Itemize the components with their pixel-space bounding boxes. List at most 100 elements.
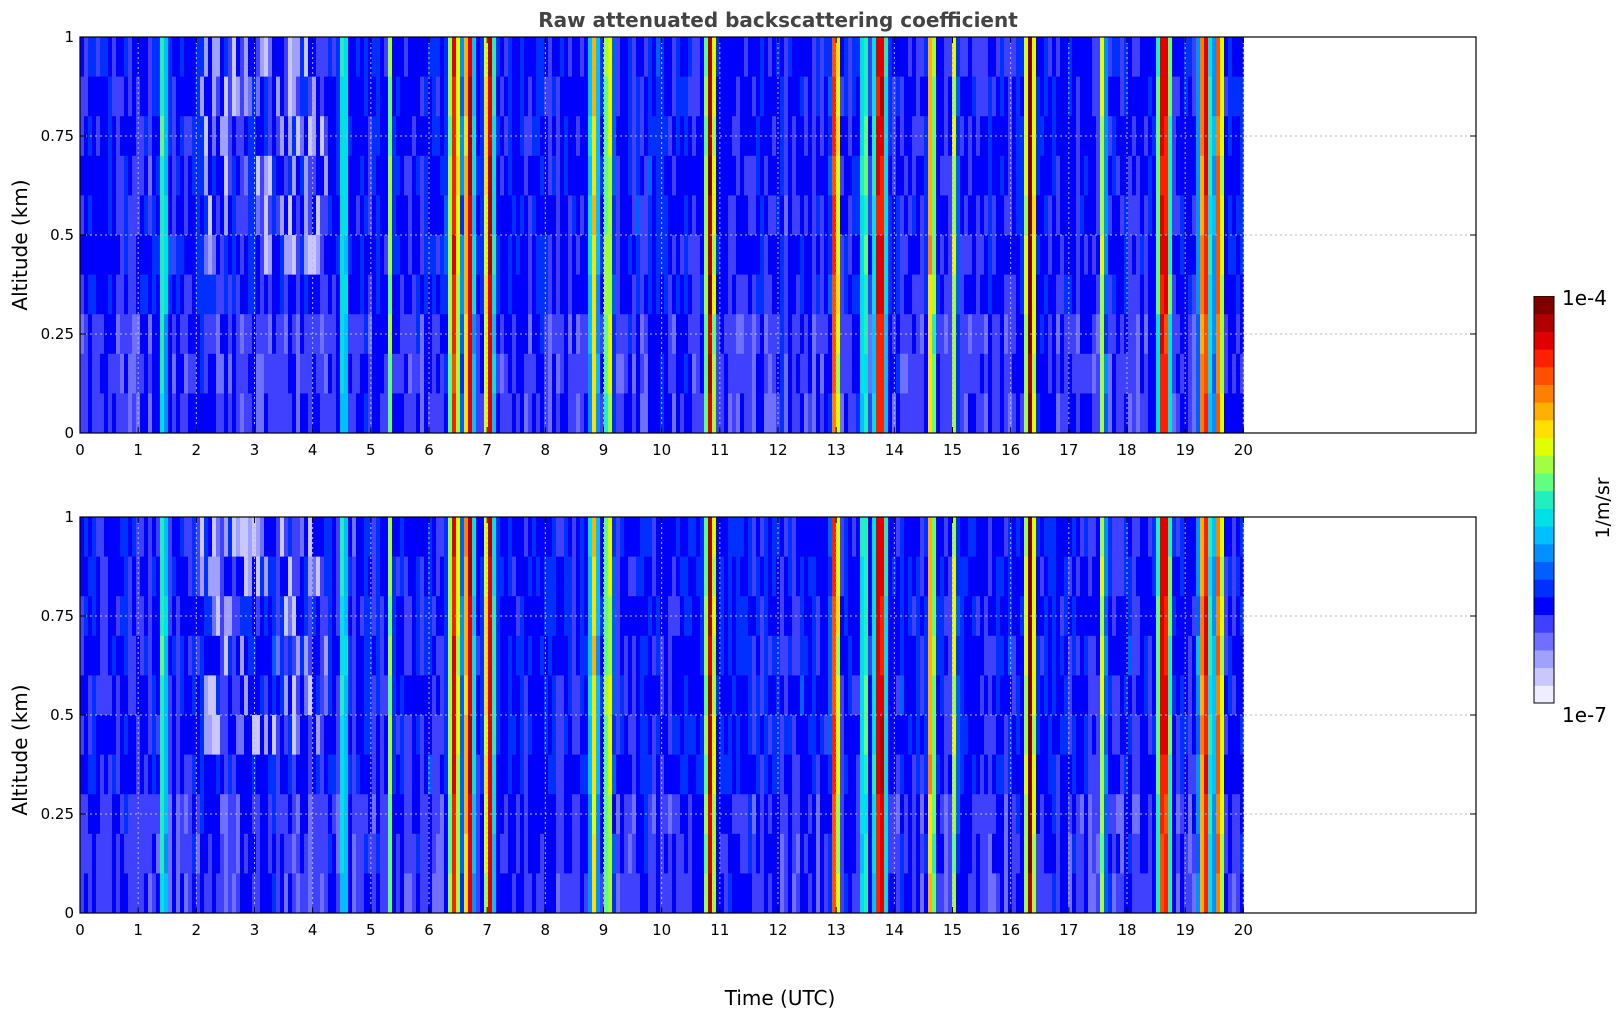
- heatmap-cell: [380, 353, 385, 394]
- heatmap-cell: [456, 393, 461, 434]
- heatmap-cell: [644, 517, 649, 558]
- heatmap-cell: [628, 873, 633, 914]
- heatmap-cell: [384, 833, 389, 874]
- heatmap-cell: [1192, 353, 1197, 394]
- heatmap-cell: [992, 274, 997, 315]
- heatmap-cell: [112, 754, 117, 795]
- heatmap-cell: [664, 274, 669, 315]
- heatmap-cell: [452, 635, 457, 676]
- heatmap-cell: [460, 274, 465, 315]
- heatmap-cell: [232, 274, 237, 315]
- heatmap-cell: [300, 596, 305, 637]
- heatmap-cell: [656, 393, 661, 434]
- heatmap-cell: [224, 833, 229, 874]
- heatmap-cell: [436, 274, 441, 315]
- heatmap-cell: [356, 155, 361, 196]
- heatmap-cell: [704, 715, 709, 756]
- heatmap-cell: [620, 235, 625, 276]
- heatmap-cell: [1232, 37, 1237, 78]
- heatmap-cell: [924, 274, 929, 315]
- heatmap-cell: [496, 517, 501, 558]
- heatmap-cell: [880, 195, 885, 236]
- heatmap-cell: [496, 274, 501, 315]
- heatmap-cell: [1120, 195, 1125, 236]
- heatmap-cell: [872, 274, 877, 315]
- heatmap-cell: [100, 715, 105, 756]
- heatmap-cell: [296, 116, 301, 157]
- heatmap-cell: [1076, 116, 1081, 157]
- heatmap-cell: [548, 635, 553, 676]
- heatmap-cell: [192, 76, 197, 117]
- heatmap-cell: [704, 635, 709, 676]
- heatmap-cell: [524, 556, 529, 597]
- heatmap-cell: [1104, 235, 1109, 276]
- heatmap-cell: [720, 76, 725, 117]
- heatmap-cell: [384, 353, 389, 394]
- heatmap-cell: [1200, 195, 1205, 236]
- heatmap-cell: [172, 393, 177, 434]
- heatmap-cell: [464, 393, 469, 434]
- heatmap-cell: [348, 754, 353, 795]
- heatmap-cell: [336, 116, 341, 157]
- heatmap-cell: [144, 715, 149, 756]
- heatmap-cell: [1204, 353, 1209, 394]
- heatmap-cell: [692, 235, 697, 276]
- heatmap-cell: [728, 556, 733, 597]
- heatmap-cell: [740, 754, 745, 795]
- heatmap-cell: [700, 195, 705, 236]
- heatmap-cell: [280, 675, 285, 716]
- heatmap-cell: [292, 37, 297, 78]
- heatmap-cell: [428, 675, 433, 716]
- heatmap-cell: [548, 715, 553, 756]
- heatmap-cell: [548, 274, 553, 315]
- heatmap-cell: [84, 635, 89, 676]
- heatmap-cell: [400, 635, 405, 676]
- heatmap-cell: [884, 353, 889, 394]
- heatmap-cell: [1040, 235, 1045, 276]
- heatmap-cell: [896, 235, 901, 276]
- heatmap-cell: [1092, 235, 1097, 276]
- heatmap-cell: [592, 274, 597, 315]
- heatmap-cell: [816, 596, 821, 637]
- heatmap-cell: [1104, 393, 1109, 434]
- heatmap-cell: [208, 235, 213, 276]
- heatmap-cell: [832, 235, 837, 276]
- heatmap-cell: [840, 76, 845, 117]
- heatmap-cell: [1000, 314, 1005, 355]
- heatmap-cell: [112, 517, 117, 558]
- heatmap-cell: [588, 274, 593, 315]
- heatmap-cell: [152, 556, 157, 597]
- heatmap-cell: [112, 556, 117, 597]
- heatmap-cell: [1092, 393, 1097, 434]
- heatmap-cell: [292, 76, 297, 117]
- heatmap-cell: [872, 116, 877, 157]
- heatmap-cell: [472, 635, 477, 676]
- heatmap-cell: [552, 155, 557, 196]
- heatmap-cell: [860, 353, 865, 394]
- heatmap-cell: [336, 635, 341, 676]
- heatmap-cell: [540, 76, 545, 117]
- heatmap-cell: [284, 274, 289, 315]
- heatmap-cell: [832, 635, 837, 676]
- heatmap-cell: [248, 754, 253, 795]
- heatmap-cell: [452, 76, 457, 117]
- heatmap-cell: [700, 116, 705, 157]
- heatmap-cell: [1108, 155, 1113, 196]
- heatmap-cell: [988, 155, 993, 196]
- heatmap-cell: [228, 754, 233, 795]
- heatmap-cell: [500, 833, 505, 874]
- heatmap-cell: [692, 873, 697, 914]
- heatmap-cell: [788, 155, 793, 196]
- heatmap-cell: [1096, 314, 1101, 355]
- heatmap-cell: [420, 76, 425, 117]
- heatmap-cell: [572, 393, 577, 434]
- heatmap-cell: [784, 754, 789, 795]
- heatmap-cell: [980, 393, 985, 434]
- heatmap-cell: [316, 393, 321, 434]
- heatmap-cell: [840, 715, 845, 756]
- heatmap-cell: [552, 675, 557, 716]
- heatmap-cell: [788, 353, 793, 394]
- heatmap-cell: [1204, 76, 1209, 117]
- heatmap-cell: [332, 235, 337, 276]
- heatmap-cell: [284, 393, 289, 434]
